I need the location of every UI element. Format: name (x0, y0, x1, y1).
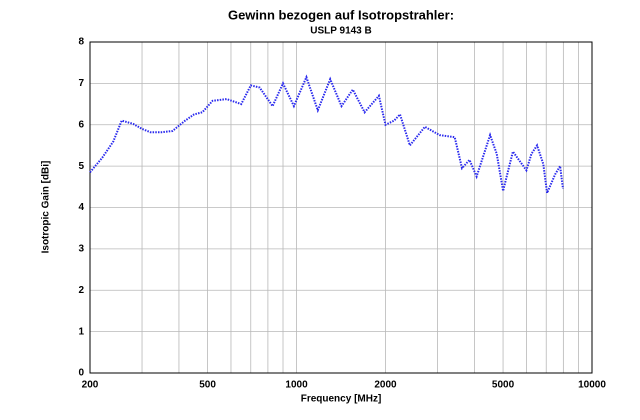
x-tick-label: 2000 (374, 380, 397, 391)
y-axis-label: Isotropic Gain [dBi] (41, 161, 52, 254)
x-tick-label: 5000 (492, 380, 515, 391)
x-tick-label: 200 (82, 380, 99, 391)
y-tick-label: 7 (78, 78, 84, 89)
y-tick-label: 5 (78, 161, 84, 172)
y-tick-label: 0 (78, 368, 84, 379)
chart-title: Gewinn bezogen auf Isotropstrahler: (228, 7, 454, 22)
y-tick-label: 1 (78, 326, 84, 337)
y-tick-label: 2 (78, 285, 84, 296)
chart-subtitle: USLP 9143 B (310, 26, 372, 37)
data-line (89, 74, 564, 197)
y-tick-label: 6 (78, 119, 84, 130)
x-axis-label: Frequency [MHz] (301, 394, 382, 405)
x-tick-label: 10000 (578, 380, 606, 391)
x-tick-label: 1000 (285, 380, 308, 391)
plot-frame (89, 41, 593, 374)
y-tick-label: 3 (78, 244, 84, 255)
x-tick-label: 500 (199, 380, 216, 391)
y-tick-label: 4 (78, 202, 84, 213)
y-tick-label: 8 (78, 37, 84, 48)
